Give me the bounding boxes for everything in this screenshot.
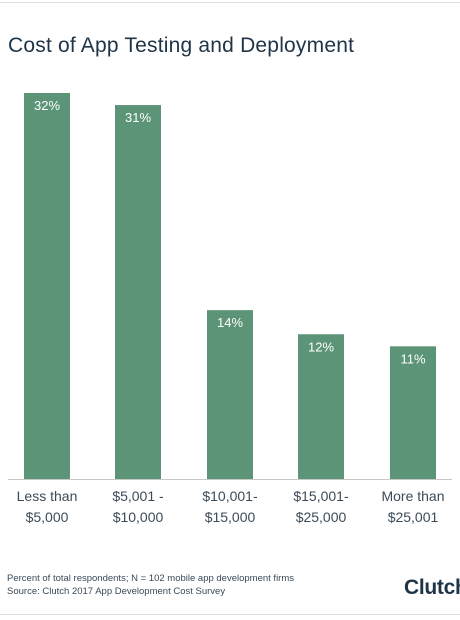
top-divider: [0, 2, 460, 3]
category-label-4-line-1: $15,001-: [293, 488, 349, 504]
category-label-4-line-2: $25,000: [296, 509, 347, 525]
bar-4: [298, 334, 344, 479]
bar-value-label-5: 11%: [400, 351, 425, 366]
category-label-5-line-2: $25,001: [388, 509, 439, 525]
bar-3: [207, 310, 253, 479]
bar-value-label-1: 32%: [34, 98, 60, 113]
bottom-divider: [0, 614, 460, 615]
category-label-1-line-1: Less than: [17, 488, 78, 504]
category-label-2-line-2: $10,000: [113, 509, 164, 525]
bar-value-label-4: 12%: [308, 339, 334, 354]
chart-title: Cost of App Testing and Deployment: [8, 34, 355, 57]
bar-value-label-3: 14%: [217, 315, 243, 330]
bar-1: [24, 93, 70, 479]
clutch-logo: Clutch: [404, 576, 460, 599]
footnote-respondents: Percent of total respondents; N = 102 mo…: [7, 573, 295, 584]
category-label-3-line-2: $15,000: [205, 509, 256, 525]
category-label-3-line-1: $10,001-: [202, 488, 258, 504]
bar-2: [115, 105, 161, 479]
bar-5: [390, 346, 436, 479]
category-label-2-line-1: $5,001 -: [112, 488, 164, 504]
category-label-5-line-1: More than: [381, 488, 444, 504]
category-label-1-line-2: $5,000: [26, 509, 69, 525]
footnote-source: Source: Clutch 2017 App Development Cost…: [7, 586, 226, 597]
bar-value-label-2: 31%: [125, 110, 151, 125]
